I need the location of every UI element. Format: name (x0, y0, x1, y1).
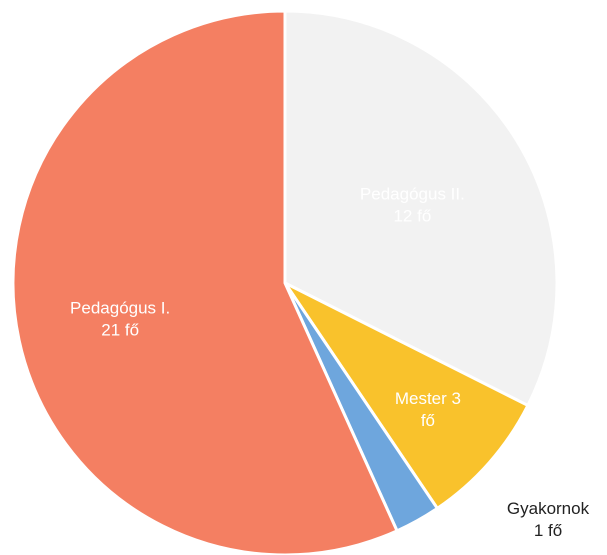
data-label-line: Gyakornok (507, 499, 590, 518)
data-label-line: 12 fő (393, 207, 431, 226)
pie-slices (11, 9, 559, 555)
data-label-line: fő (421, 411, 435, 430)
pie-slice-mester (283, 281, 530, 510)
pie-slice-pedagogus-ii (283, 9, 559, 407)
data-label-line: 1 fő (534, 521, 562, 540)
pie-slice-pedagogus-i (11, 9, 399, 555)
data-label-pedagogus-i: Pedagógus I. 21 fő (70, 299, 170, 340)
data-label-line: Pedagógus I. (70, 299, 170, 318)
data-label-line: Pedagógus II. (360, 185, 465, 204)
data-label-line: Mester 3 (395, 389, 461, 408)
data-label-gyakornok: Gyakornok 1 fő (507, 499, 590, 540)
data-label-line: 21 fő (101, 321, 139, 340)
pie-labels: Pedagógus II. 12 fő Mester 3 fő Gyakornok 1 f… (70, 185, 590, 540)
data-label-mester: Mester 3 fő (395, 389, 461, 430)
data-label-pedagogus-ii: Pedagógus II. 12 fő (360, 185, 465, 226)
